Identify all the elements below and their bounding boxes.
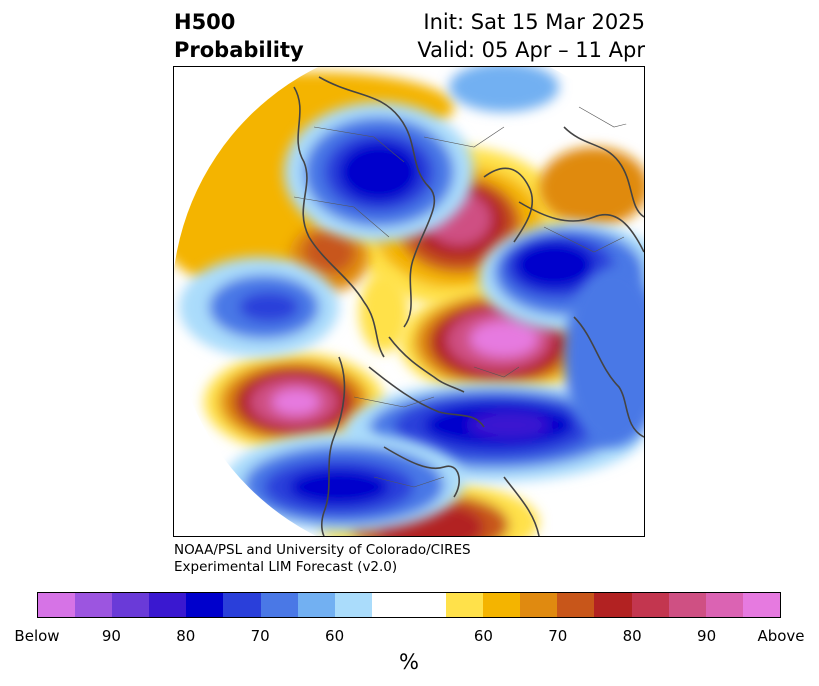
colorbar-below-cell-0	[38, 593, 76, 617]
init-date: Init: Sat 15 Mar 2025	[423, 10, 645, 34]
colorbar-unit-label: %	[399, 650, 419, 674]
colorbar-tick-label: 80	[176, 627, 196, 645]
colorbar-tick-label: 90	[697, 627, 717, 645]
colorbar-below-cell-4	[186, 593, 224, 617]
colorbar-below-cell-8	[334, 593, 372, 617]
probability-map	[173, 66, 645, 537]
colorbar-above-cell-3	[557, 593, 595, 617]
map-canvas	[174, 67, 644, 536]
colorbar-tick-label: 70	[548, 627, 568, 645]
colorbar-tick-label: Above	[757, 627, 805, 645]
colorbar-neutral-cell	[371, 593, 447, 617]
colorbar-below-cell-2	[112, 593, 150, 617]
colorbar-tick-label: 60	[325, 627, 345, 645]
credit-line-2: Experimental LIM Forecast (v2.0)	[174, 559, 398, 575]
below-anomaly-east-asia	[449, 67, 644, 447]
colorbar-above-cell-7	[705, 593, 743, 617]
colorbar-tick-label: Below	[14, 627, 60, 645]
colorbar-tick-label: 70	[250, 627, 270, 645]
probability-colorbar	[37, 592, 781, 618]
colorbar-above-cell-1	[483, 593, 521, 617]
below-anomaly-canada	[284, 102, 474, 242]
colorbar-above-cell-6	[668, 593, 706, 617]
credit-line-1: NOAA/PSL and University of Colorado/CIRE…	[174, 542, 471, 558]
chart-title: H500 Probability	[174, 8, 304, 64]
colorbar-tick-label: 80	[622, 627, 642, 645]
title-line-2: Probability	[174, 38, 304, 62]
above-anomaly-pacific	[204, 352, 384, 452]
below-anomaly-aleutian	[179, 257, 339, 357]
colorbar-below-cell-6	[260, 593, 298, 617]
colorbar-below-cell-1	[75, 593, 113, 617]
forecast-dates: Init: Sat 15 Mar 2025 Valid: 05 Apr – 11…	[417, 8, 645, 64]
colorbar-below-cell-7	[297, 593, 335, 617]
colorbar-below-cell-3	[149, 593, 187, 617]
colorbar-above-cell-2	[520, 593, 558, 617]
colorbar-above-cell-4	[594, 593, 632, 617]
colorbar-tick-label: 60	[473, 627, 493, 645]
colorbar-below-cell-5	[223, 593, 261, 617]
credit-text: NOAA/PSL and University of Colorado/CIRE…	[174, 542, 471, 576]
colorbar-above-cell-8	[742, 593, 780, 617]
valid-range: Valid: 05 Apr – 11 Apr	[417, 38, 645, 62]
coastlines	[293, 76, 644, 536]
colorbar-tick-label: 90	[101, 627, 121, 645]
colorbar-above-cell-0	[446, 593, 484, 617]
title-line-1: H500	[174, 10, 236, 34]
colorbar-above-cell-5	[631, 593, 669, 617]
below-anomaly-pacific-south	[224, 432, 464, 532]
